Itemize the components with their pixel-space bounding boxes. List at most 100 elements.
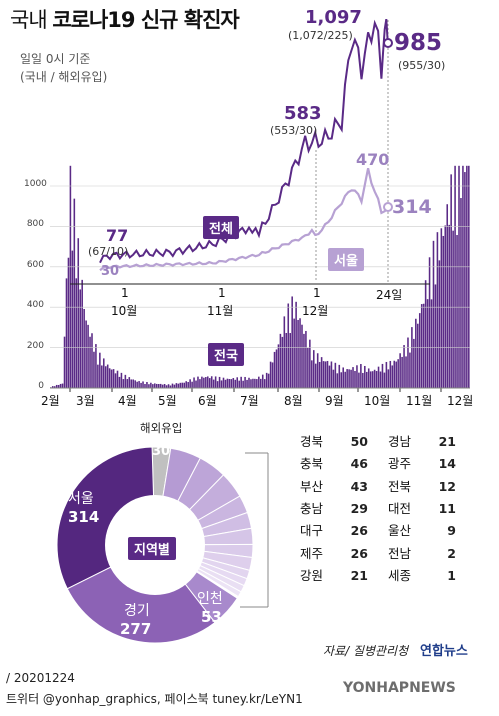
national-bar [173, 384, 176, 388]
region-value: 26 [350, 523, 368, 539]
national-bar [436, 232, 439, 388]
national-bar [124, 374, 127, 388]
national-bar [340, 372, 343, 388]
national-bar [101, 365, 103, 388]
national-bar [154, 383, 156, 388]
national-bar [218, 376, 221, 388]
national-bar [438, 260, 441, 388]
national-bar [152, 384, 154, 388]
national-bar [401, 356, 403, 388]
national-bar [446, 204, 449, 388]
national-bar [263, 379, 266, 388]
national-bar [242, 380, 244, 388]
region-row: 제주 26 [300, 543, 368, 562]
region-value: 21 [438, 434, 456, 449]
callout-oct-total-sub: (67/10) [88, 245, 129, 258]
national-bar [193, 377, 195, 388]
region-name: 울산 [388, 523, 412, 539]
month-label: 10월 [364, 394, 391, 408]
upper-tick-24: 24일 [376, 288, 403, 302]
national-bar [424, 280, 427, 388]
national-bar [55, 384, 58, 388]
month-label: 2월 [41, 394, 60, 408]
national-bar [150, 382, 152, 388]
national-bar [283, 316, 286, 388]
pie-label-incheon: 인천 [197, 591, 223, 607]
region-name: 경남 [388, 434, 412, 449]
national-bar [277, 344, 280, 388]
national-bar [116, 370, 119, 388]
national-bar [210, 376, 213, 388]
national-bar [93, 351, 95, 388]
national-bar [338, 364, 341, 388]
region-row: 강원 21 [300, 565, 368, 584]
region-value: 50 [350, 434, 368, 449]
national-bar [95, 344, 97, 388]
pie-label-gyeonggi: 경기 [124, 603, 150, 619]
national-bar [128, 377, 131, 388]
national-bar [97, 364, 99, 388]
region-row: 광주 14 [388, 453, 456, 472]
national-bar [311, 360, 313, 388]
national-bar [326, 360, 329, 388]
national-bar [373, 369, 376, 388]
region-name: 전북 [388, 478, 412, 494]
region-value: 46 [350, 456, 368, 472]
national-bar [385, 361, 388, 388]
pie-value-seoul: 314 [68, 508, 100, 526]
national-bar [183, 382, 186, 388]
national-bar [214, 376, 217, 388]
brand-logo: 연합뉴스 [420, 644, 468, 659]
national-bar [102, 358, 105, 388]
national-bar [289, 333, 292, 388]
national-bar [299, 318, 301, 388]
national-bar [305, 330, 307, 388]
y-tick-label: 1000 [24, 179, 47, 189]
region-name: 광주 [388, 456, 412, 472]
national-bar [413, 338, 415, 388]
national-bar [51, 386, 54, 388]
national-bar [161, 384, 164, 388]
region-value: 11 [438, 500, 456, 516]
national-bar [354, 370, 356, 388]
national-bar [336, 373, 339, 388]
y-tick-label: 0 [38, 381, 44, 391]
national-bar [409, 352, 411, 388]
region-row: 울산 9 [388, 520, 456, 539]
national-bar [238, 380, 240, 388]
callout-oct-total: 77 [106, 226, 129, 245]
national-bar [99, 352, 101, 388]
national-bar [138, 381, 140, 388]
national-bar [379, 371, 382, 388]
region-name: 부산 [300, 478, 324, 494]
region-row: 경남 21 [388, 431, 456, 450]
y-tick-label: 200 [26, 340, 44, 351]
national-bar [367, 368, 370, 388]
national-bar [63, 336, 66, 388]
national-bar [140, 382, 142, 388]
national-bar [85, 320, 87, 388]
date: / 20201224 [6, 671, 75, 685]
national-bar [236, 377, 239, 388]
total-line [99, 18, 389, 264]
region-row: 전남 2 [388, 543, 456, 562]
national-bar [126, 379, 129, 388]
national-bar [460, 198, 462, 388]
national-bar [250, 379, 252, 388]
national-bar [187, 382, 189, 388]
pie-slice [66, 544, 216, 644]
region-row: 대전 11 [388, 498, 456, 517]
national-bar [175, 383, 178, 388]
national-bar [273, 351, 276, 388]
national-bar [291, 296, 293, 388]
month-label: 12월 [447, 394, 474, 408]
national-bar [365, 371, 368, 388]
national-bar [279, 333, 282, 388]
tag-national: 전국 [208, 343, 244, 366]
region-value: 2 [447, 545, 456, 561]
national-bar [377, 366, 380, 388]
national-bar [287, 303, 290, 388]
national-bar [212, 379, 215, 388]
title-bold: 코로나19 신규 확진자 [52, 8, 239, 32]
region-value: 29 [350, 500, 368, 516]
